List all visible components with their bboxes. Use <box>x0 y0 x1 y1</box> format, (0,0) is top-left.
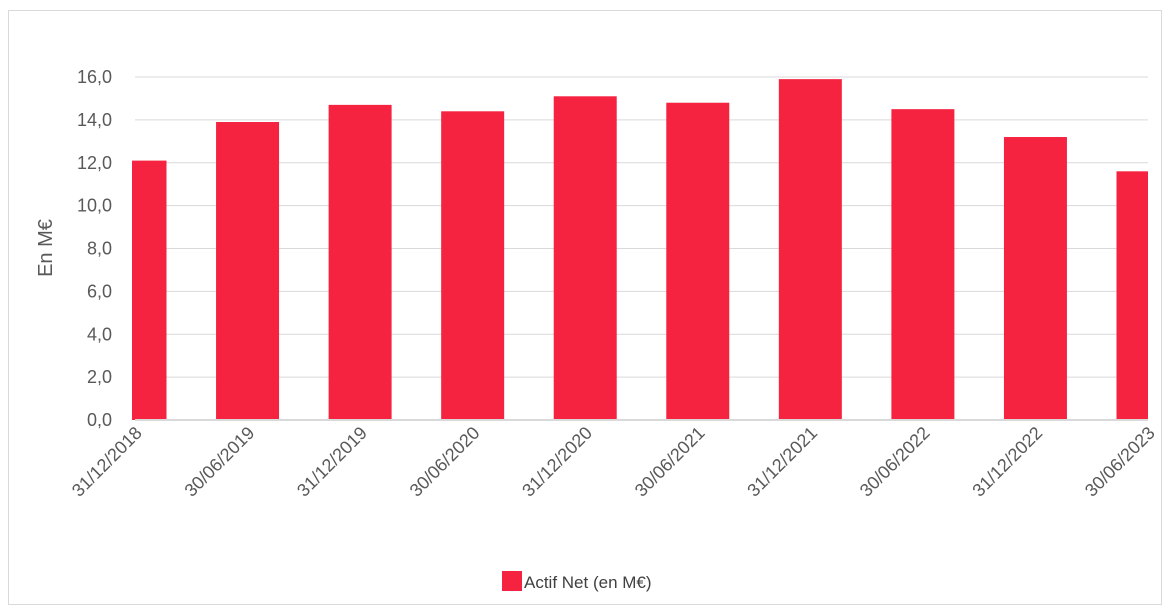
y-tick-label: 16,0 <box>77 67 112 87</box>
x-tick-label: 30/06/2019 <box>181 423 259 501</box>
x-tick-label: 30/06/2023 <box>1081 423 1159 501</box>
x-tick-label: 30/06/2021 <box>631 423 709 501</box>
bar[interactable] <box>328 104 392 421</box>
y-tick-label: 4,0 <box>87 324 112 344</box>
bar[interactable] <box>1116 171 1149 420</box>
bar[interactable] <box>891 109 955 420</box>
legend-label: Actif Net (en M€) <box>524 573 652 592</box>
x-tick-label: 30/06/2022 <box>856 423 934 501</box>
bar[interactable] <box>1003 137 1067 420</box>
y-axis-title: En M€ <box>35 219 57 277</box>
bar[interactable] <box>666 102 730 420</box>
y-tick-label: 2,0 <box>87 367 112 387</box>
x-tick-labels: 31/12/2018 30/06/2019 31/12/2019 30/06/2020… <box>68 423 1159 501</box>
x-tick-label: 31/12/2022 <box>968 423 1046 501</box>
y-tick-label: 8,0 <box>87 239 112 259</box>
bar[interactable] <box>441 111 505 421</box>
y-tick-label: 0,0 <box>87 410 112 430</box>
bars <box>132 79 1149 421</box>
y-tick-label: 10,0 <box>77 196 112 216</box>
x-tick-label: 31/12/2020 <box>518 423 596 501</box>
bar[interactable] <box>132 160 167 420</box>
y-tick-label: 14,0 <box>77 110 112 130</box>
bar[interactable] <box>553 96 617 420</box>
gridlines <box>135 76 1148 421</box>
legend-swatch <box>502 571 522 591</box>
x-tick-label: 30/06/2020 <box>406 423 484 501</box>
x-tick-label: 31/12/2018 <box>68 423 146 501</box>
y-tick-labels: 0,0 2,0 4,0 6,0 8,0 10,0 12,0 14,0 16,0 <box>77 67 112 430</box>
legend[interactable]: Actif Net (en M€) <box>502 571 652 592</box>
y-tick-label: 12,0 <box>77 153 112 173</box>
bar[interactable] <box>216 122 280 421</box>
y-tick-label: 6,0 <box>87 281 112 301</box>
x-tick-label: 31/12/2019 <box>293 423 371 501</box>
bar[interactable] <box>778 79 842 421</box>
x-tick-label: 31/12/2021 <box>743 423 821 501</box>
